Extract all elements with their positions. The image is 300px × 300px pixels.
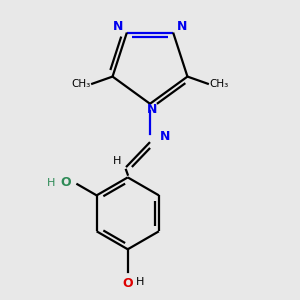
Text: N: N <box>176 20 187 33</box>
Text: N: N <box>160 130 170 143</box>
Text: N: N <box>113 20 124 33</box>
Text: N: N <box>146 103 157 116</box>
Text: CH₃: CH₃ <box>209 79 229 89</box>
Text: H: H <box>47 178 55 188</box>
Text: H: H <box>136 277 145 287</box>
Text: H: H <box>113 156 122 166</box>
Text: CH₃: CH₃ <box>71 79 91 89</box>
Text: O: O <box>122 277 133 290</box>
Text: O: O <box>61 176 71 189</box>
